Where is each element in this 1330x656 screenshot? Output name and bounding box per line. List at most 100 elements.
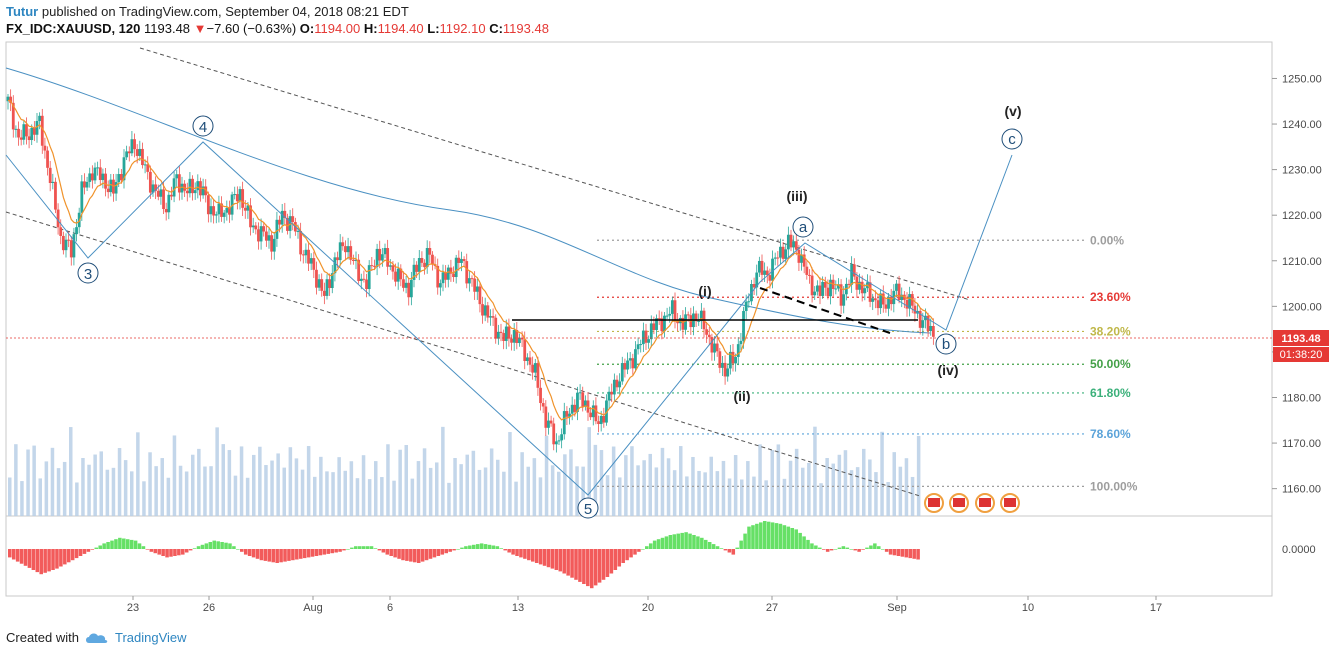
candle-body [154,184,158,191]
candle-body [402,279,405,288]
histogram-bar [295,549,299,560]
elliott-wave-path[interactable] [5,141,1013,496]
histogram-bar [424,549,429,561]
tradingview-cloud-icon [85,632,108,643]
histogram-bar [731,549,736,555]
histogram-bar [774,523,779,549]
candle-body [330,273,334,289]
volume-bar [587,427,591,516]
price-axis[interactable]: 1160.001170.001180.001190.001200.001210.… [1272,73,1322,496]
candle-body [214,214,218,216]
indicator-pane[interactable] [5,515,1273,597]
candle-body [67,239,71,241]
histogram-bar [169,549,173,557]
histogram-bar [586,549,590,587]
channel-upper-line[interactable] [139,47,971,301]
volume-bar [874,472,878,516]
candle-body [354,259,358,261]
candle-body [148,171,152,193]
candle-body [660,318,664,332]
candle-body [518,337,521,344]
candle-body [333,257,337,274]
flag-event-icon [979,498,991,507]
candle-body [776,257,780,259]
candle-body [117,174,121,183]
candle-body [101,173,105,181]
histogram-bar [267,549,272,562]
candle-body [483,305,487,316]
price-tick-label: 1160.00 [1282,484,1321,496]
candle-body [72,234,76,258]
tradingview-brand-link[interactable]: TradingView [114,630,187,645]
histogram-bar [542,549,547,566]
volume-bar [178,465,183,516]
price-pane[interactable] [5,41,1273,517]
candle-body [441,272,445,284]
fibonacci-retracement[interactable]: 0.00% 23.60% 38.20% 50.00% 61.80% 78.60% 100.0… [597,233,1138,493]
candle-body [146,164,150,172]
histogram-bar [338,549,342,552]
wedge-line[interactable] [759,287,891,334]
histogram-bar [133,540,138,549]
candle-body [868,282,872,302]
candle-body [644,330,648,343]
candle-body [713,343,716,353]
wave-v-label: (v) [1004,103,1021,119]
candle-body [639,344,643,346]
candle-body [655,318,658,330]
histogram-bar [401,549,405,561]
candle-body [612,379,616,395]
histogram-bar [59,549,63,567]
candle-body [175,174,179,179]
histogram-bar [770,522,775,549]
high-label: H: [363,21,378,36]
time-axis[interactable]: 23 26 Aug 6 13 20 27 Sep 10 17 [127,596,1162,614]
symbol-name: FX_IDC:XAUUSD, 120 [6,21,141,36]
volume-bar [306,446,311,516]
wave-5-label: 5 [584,501,592,518]
candle-body [386,248,390,267]
symbol-line: FX_IDC:XAUUSD, 120 1193.48 ▼−7.60 (−0.63… [6,21,549,36]
volume-bar [343,470,347,516]
candle-body [515,330,519,344]
histogram-bar [904,549,909,558]
histogram-bar [118,537,122,549]
candle-body [283,210,287,218]
histogram-bar [704,539,708,549]
candle-body [905,299,909,309]
histogram-bar [648,543,653,549]
histogram-bar [55,549,59,569]
histogram-bar [912,549,916,559]
channel-lower-line[interactable] [5,211,921,497]
candle-body [19,137,23,140]
volume-bar [849,470,854,516]
volume-bar [654,467,659,516]
candle-body [829,279,832,297]
histogram-bar [102,543,106,549]
candle-body [473,278,477,292]
author-link[interactable]: Tutur [6,4,39,19]
histogram-bar [692,535,696,549]
candle-body [525,357,529,361]
volume-bar [44,461,49,516]
candle-body [388,265,392,267]
candle-body [88,173,92,182]
candle-body [536,363,540,388]
candle-body [834,288,838,290]
histogram-bar [51,549,55,570]
histogram-bar [853,549,857,551]
histogram-bar [432,549,437,558]
flag-event-icon [1004,498,1016,507]
candle-body [417,258,421,272]
histogram-bar [232,546,236,549]
volume-bar [81,458,85,516]
histogram-bar [609,549,614,574]
volume-bar [904,458,909,516]
volume-bar [404,445,408,516]
candle-body [9,96,13,103]
volume-bar [62,461,67,516]
volume-bar [14,444,18,516]
economic-events-icons[interactable] [924,493,1020,513]
candle-body [280,210,284,225]
